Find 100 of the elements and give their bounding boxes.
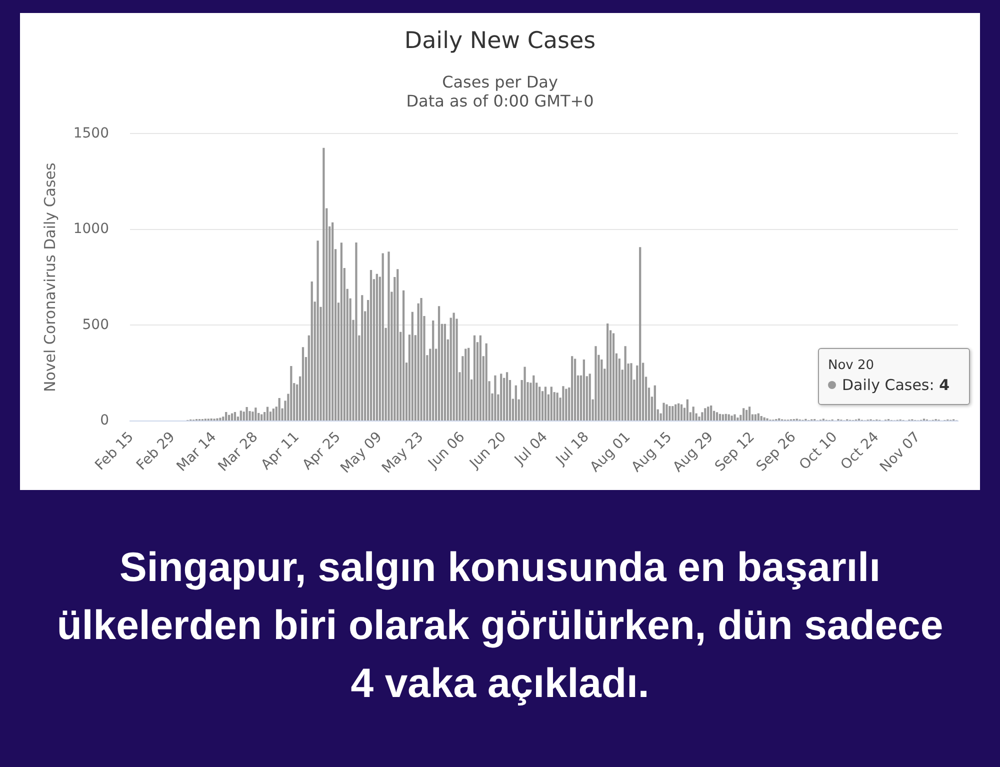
bar xyxy=(468,348,470,420)
bar xyxy=(686,399,688,420)
bar xyxy=(228,414,230,420)
bar xyxy=(485,343,488,420)
x-tick-label: Jun 06 xyxy=(424,428,468,472)
bar xyxy=(382,253,384,420)
x-tick-label: Feb 15 xyxy=(92,429,137,474)
bar xyxy=(728,414,730,420)
bar xyxy=(230,413,234,420)
bar xyxy=(514,385,517,420)
bar xyxy=(654,385,656,420)
x-tick-label: Oct 10 xyxy=(796,429,841,474)
bar xyxy=(680,404,683,420)
text: Singapur, salgın konusunda en başarılı ülkelerden biri olarak görülürken, dün sadece 4 vaka açıkladı. xyxy=(56,543,944,708)
bar xyxy=(724,414,727,420)
bar xyxy=(692,406,694,420)
bar xyxy=(302,347,304,420)
bar xyxy=(716,412,718,420)
bar xyxy=(432,320,434,420)
bar xyxy=(240,410,242,420)
bar xyxy=(639,247,642,420)
bar xyxy=(630,363,632,420)
bar xyxy=(754,414,756,420)
bar xyxy=(310,282,313,420)
bar xyxy=(571,356,574,420)
bar xyxy=(355,242,358,420)
bar xyxy=(532,375,535,420)
bar xyxy=(252,412,254,420)
bar xyxy=(219,418,222,420)
y-tick-label: 1000 xyxy=(73,221,109,238)
bar xyxy=(748,406,751,420)
y-tick-label: 1500 xyxy=(73,125,109,142)
chart-subtitle: Cases per Day Data as of 0:00 GMT+0 xyxy=(406,72,594,110)
bar xyxy=(506,372,508,420)
bar xyxy=(718,414,722,420)
bar xyxy=(438,306,440,420)
bar xyxy=(420,298,422,420)
bar xyxy=(524,366,526,420)
bar xyxy=(742,408,745,420)
bar xyxy=(290,366,292,420)
bar xyxy=(606,324,609,420)
x-tick-label: Jun 20 xyxy=(466,429,510,472)
bar xyxy=(473,335,476,420)
y-tick-label: 0 xyxy=(100,412,109,429)
bar xyxy=(722,414,724,420)
y-axis-title: Novel Coronavirus Daily Cases xyxy=(40,162,59,392)
annotation: Daily Cases: 4 xyxy=(842,376,950,394)
bar xyxy=(677,403,680,420)
bar xyxy=(246,407,248,420)
bar xyxy=(411,312,414,420)
bar xyxy=(674,404,677,420)
x-tick-label: Jul 04 xyxy=(511,428,551,469)
bar xyxy=(444,324,446,420)
bar xyxy=(370,270,372,420)
bar xyxy=(574,358,576,420)
bar xyxy=(388,252,390,420)
bar xyxy=(266,406,269,420)
bar xyxy=(746,410,748,420)
bar xyxy=(672,406,674,420)
bar xyxy=(452,312,455,420)
bar xyxy=(730,416,733,420)
bar xyxy=(340,242,342,420)
bar xyxy=(260,414,263,420)
bar xyxy=(565,388,568,420)
bar xyxy=(272,408,274,420)
bar xyxy=(402,290,405,420)
bar xyxy=(666,404,668,420)
bar xyxy=(734,414,736,420)
bar xyxy=(710,405,712,420)
bar xyxy=(396,269,399,420)
bar xyxy=(624,346,626,420)
bar xyxy=(376,274,378,420)
bar xyxy=(538,386,541,420)
bar xyxy=(704,408,706,420)
bar xyxy=(254,408,257,420)
y-tick-label: 500 xyxy=(82,316,109,333)
bar xyxy=(757,413,760,420)
bar xyxy=(550,386,552,420)
bar xyxy=(464,348,467,420)
x-tick-label: Jul 18 xyxy=(552,429,592,469)
annotation: Nov 20 xyxy=(828,357,876,375)
bar xyxy=(668,406,671,420)
bar xyxy=(707,406,710,420)
bar xyxy=(361,295,364,420)
bar xyxy=(594,346,597,420)
bar xyxy=(736,418,739,420)
bar xyxy=(556,392,558,420)
chart-title: Daily New Cases xyxy=(404,28,596,54)
bar xyxy=(562,386,564,420)
bar xyxy=(316,240,319,420)
bar xyxy=(612,333,615,420)
bar xyxy=(544,386,547,420)
bar xyxy=(479,335,482,420)
bar xyxy=(225,412,228,420)
bar xyxy=(763,417,766,420)
bar xyxy=(701,412,704,420)
bar xyxy=(322,148,325,420)
bar xyxy=(332,222,334,420)
bar xyxy=(278,398,280,420)
bar xyxy=(248,411,251,420)
